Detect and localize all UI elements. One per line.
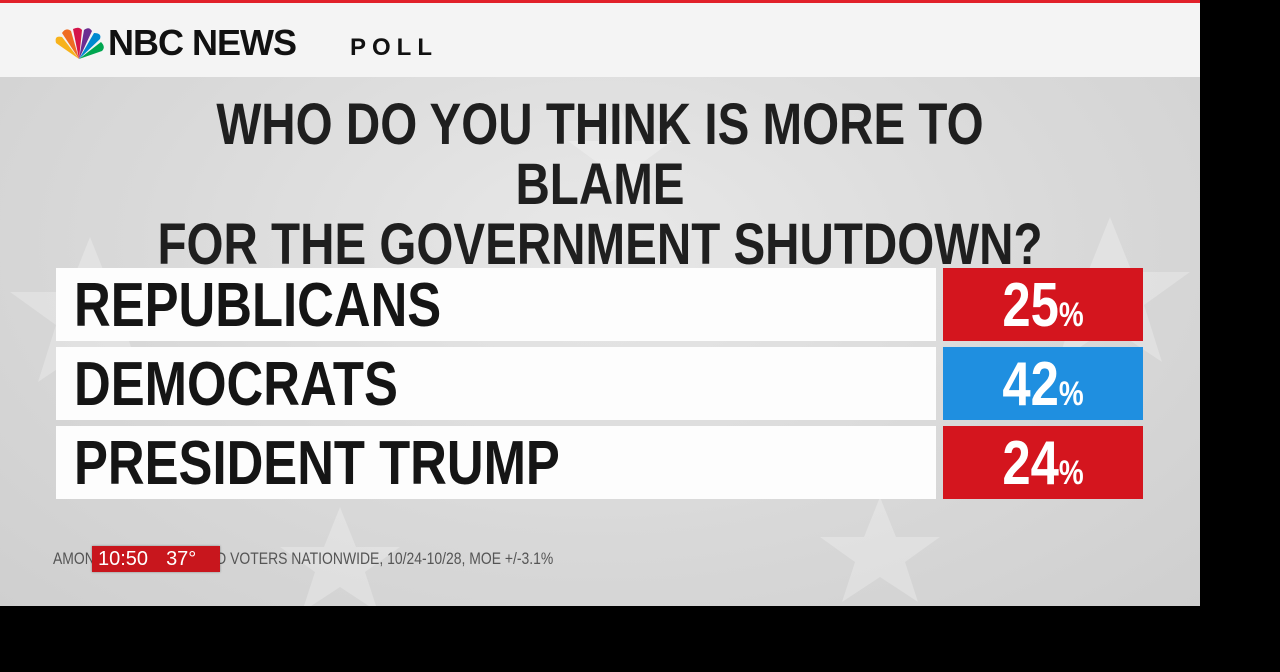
footnote-left: AMON bbox=[53, 549, 95, 568]
row-label: REPUBLICANS bbox=[74, 271, 442, 340]
time-temperature-badge: 10:50 37° bbox=[92, 546, 220, 572]
row-value-box: 25% bbox=[943, 268, 1143, 341]
question-line-1: WHO DO YOU THINK IS MORE TO BLAME bbox=[216, 92, 984, 217]
row-label-box: REPUBLICANS bbox=[56, 268, 936, 341]
result-row-president-trump: PRESIDENT TRUMP 24% bbox=[56, 426, 1143, 499]
brand-name: NBC NEWS bbox=[108, 22, 297, 63]
poll-graphic: NBC NEWS POLL WHO DO YOU THINK IS MORE T… bbox=[0, 0, 1200, 606]
top-accent-line bbox=[0, 0, 1200, 3]
value-number: 24 bbox=[1002, 429, 1059, 498]
result-row-republicans: REPUBLICANS 25% bbox=[56, 268, 1143, 341]
value-unit: % bbox=[1058, 375, 1084, 413]
results-table: REPUBLICANS 25% DEMOCRATS 42% PRESIDENT … bbox=[56, 268, 1143, 505]
question-line-2: FOR THE GOVERNMENT SHUTDOWN? bbox=[157, 212, 1043, 277]
peacock-logo-icon bbox=[55, 27, 104, 59]
poll-label: POLL bbox=[350, 34, 438, 61]
value-number: 25 bbox=[1002, 271, 1059, 340]
row-label: PRESIDENT TRUMP bbox=[74, 429, 560, 498]
poll-footnote: AMON D VOTERS NATIONWIDE, 10/24-10/28, MO… bbox=[53, 548, 553, 570]
row-label: DEMOCRATS bbox=[74, 350, 398, 419]
value-unit: % bbox=[1058, 296, 1084, 334]
row-value: 42% bbox=[961, 353, 1125, 426]
row-value-box: 24% bbox=[943, 426, 1143, 499]
ticker-time: 10:50 bbox=[98, 548, 149, 570]
row-label-box: PRESIDENT TRUMP bbox=[56, 426, 936, 499]
header-band: NBC NEWS POLL bbox=[0, 3, 1200, 77]
result-row-democrats: DEMOCRATS 42% bbox=[56, 347, 1143, 420]
ticker-temperature: 37° bbox=[166, 548, 197, 570]
row-label-box: DEMOCRATS bbox=[56, 347, 936, 420]
row-value-box: 42% bbox=[943, 347, 1143, 420]
value-unit: % bbox=[1058, 454, 1084, 492]
row-value: 25% bbox=[961, 274, 1125, 347]
poll-question: WHO DO YOU THINK IS MORE TO BLAME FOR TH… bbox=[157, 95, 1043, 275]
row-value: 24% bbox=[961, 432, 1125, 505]
footnote-right: D VOTERS NATIONWIDE, 10/24-10/28, MOE +/… bbox=[216, 549, 554, 568]
value-number: 42 bbox=[1002, 350, 1059, 419]
